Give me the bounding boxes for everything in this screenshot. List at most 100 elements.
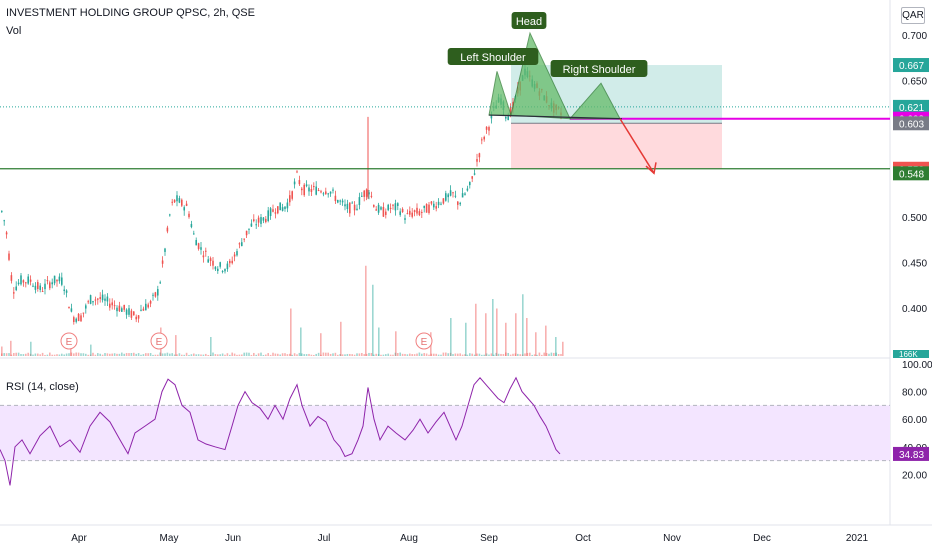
candle-body xyxy=(1,210,3,212)
volume-bar xyxy=(161,353,164,356)
volume-bar xyxy=(193,353,195,356)
volume-bar xyxy=(411,354,413,356)
volume-bar xyxy=(423,353,425,356)
volume-bar xyxy=(524,353,526,356)
candle-body xyxy=(269,208,272,216)
volume-bar xyxy=(137,353,140,356)
rsi-tick-label: 80.00 xyxy=(902,388,927,399)
volume-bar xyxy=(533,354,536,356)
volume-bar xyxy=(485,353,488,356)
candle-body xyxy=(339,200,341,202)
candle-body xyxy=(445,193,447,201)
volume-bar xyxy=(94,354,97,356)
volume-bar xyxy=(301,353,303,356)
volume-bar xyxy=(250,354,253,356)
candle-body xyxy=(416,207,418,214)
volume-bar xyxy=(289,353,291,356)
volume-bar xyxy=(130,353,133,356)
volume-bar xyxy=(428,354,430,356)
volume-bar xyxy=(495,352,497,356)
candle-body xyxy=(34,285,37,290)
volume-bar xyxy=(178,353,181,356)
candle-body xyxy=(37,282,39,289)
candle-body xyxy=(241,242,243,247)
candle-body xyxy=(183,207,185,211)
candle-body xyxy=(473,173,476,175)
candle-body xyxy=(161,260,164,264)
volume-bar xyxy=(464,354,466,356)
candle-body xyxy=(483,136,485,140)
volume-bar xyxy=(303,354,305,356)
volume-bar xyxy=(116,353,118,356)
rsi-tag-bg xyxy=(893,446,929,461)
volume-bar xyxy=(557,354,560,356)
candle-body xyxy=(440,203,442,205)
candle-body xyxy=(428,204,430,213)
volume-bar xyxy=(49,352,51,356)
candle-body xyxy=(137,315,140,319)
candle-body xyxy=(375,209,377,211)
candle-body xyxy=(370,195,373,197)
candle-body xyxy=(147,304,149,308)
candle-body xyxy=(116,307,118,312)
volume-bar xyxy=(169,353,171,356)
candle-body xyxy=(411,212,413,217)
volume-bar xyxy=(365,353,368,356)
volume-bar xyxy=(221,353,224,356)
volume-bar xyxy=(341,354,344,356)
volume-bar xyxy=(496,308,498,356)
rsi-tag-label: 34.83 xyxy=(899,450,924,461)
volume-bar xyxy=(274,353,277,356)
volume-bar xyxy=(118,353,121,356)
currency-button[interactable]: QAR xyxy=(901,7,925,24)
candle-body xyxy=(272,209,274,212)
candle-body xyxy=(365,189,368,197)
price-tag-label: 0.603 xyxy=(899,119,924,130)
candle-body xyxy=(315,186,317,195)
candle-body xyxy=(421,212,423,214)
candle-body xyxy=(5,232,8,235)
candle-body xyxy=(349,202,351,214)
target-arrow xyxy=(619,118,655,174)
candle-body xyxy=(277,206,279,214)
volume-bar xyxy=(454,353,457,356)
volume-bar xyxy=(385,354,387,356)
candle-body xyxy=(229,260,231,264)
candle-body xyxy=(389,207,392,209)
volume-bar xyxy=(140,354,142,356)
time-tick-label: May xyxy=(160,533,179,544)
volume-bar xyxy=(310,354,313,356)
rsi-panel xyxy=(0,376,890,486)
candle-body xyxy=(200,247,202,250)
candle-body xyxy=(286,202,289,209)
candle-body xyxy=(13,292,15,294)
candle-body xyxy=(387,204,389,211)
volume-bar xyxy=(315,353,317,356)
volume-bar xyxy=(481,354,483,356)
volume-bar xyxy=(202,354,205,356)
volume-bar xyxy=(248,352,250,356)
earnings-marker-label: E xyxy=(156,337,163,348)
volume-bar xyxy=(272,352,274,356)
volume-bar xyxy=(368,352,370,356)
volume-bar xyxy=(449,352,452,356)
candle-body xyxy=(106,296,109,302)
candle-body xyxy=(452,192,454,194)
candle-body xyxy=(224,268,226,272)
volume-bar xyxy=(82,353,85,356)
candle-body xyxy=(425,203,428,213)
volume-bar xyxy=(245,352,248,356)
volume-bar xyxy=(370,352,373,356)
earnings-marker-label: E xyxy=(66,337,73,348)
volume-bar xyxy=(536,354,538,356)
volume-bar xyxy=(320,354,322,356)
candle-body xyxy=(185,203,188,206)
volume-bar xyxy=(145,353,147,356)
price-tag-bg xyxy=(893,116,929,131)
volume-bar xyxy=(22,354,25,356)
candle-body xyxy=(133,311,135,316)
volume-bar xyxy=(229,354,231,356)
volume-bar xyxy=(413,354,416,356)
candle-body xyxy=(406,213,409,215)
